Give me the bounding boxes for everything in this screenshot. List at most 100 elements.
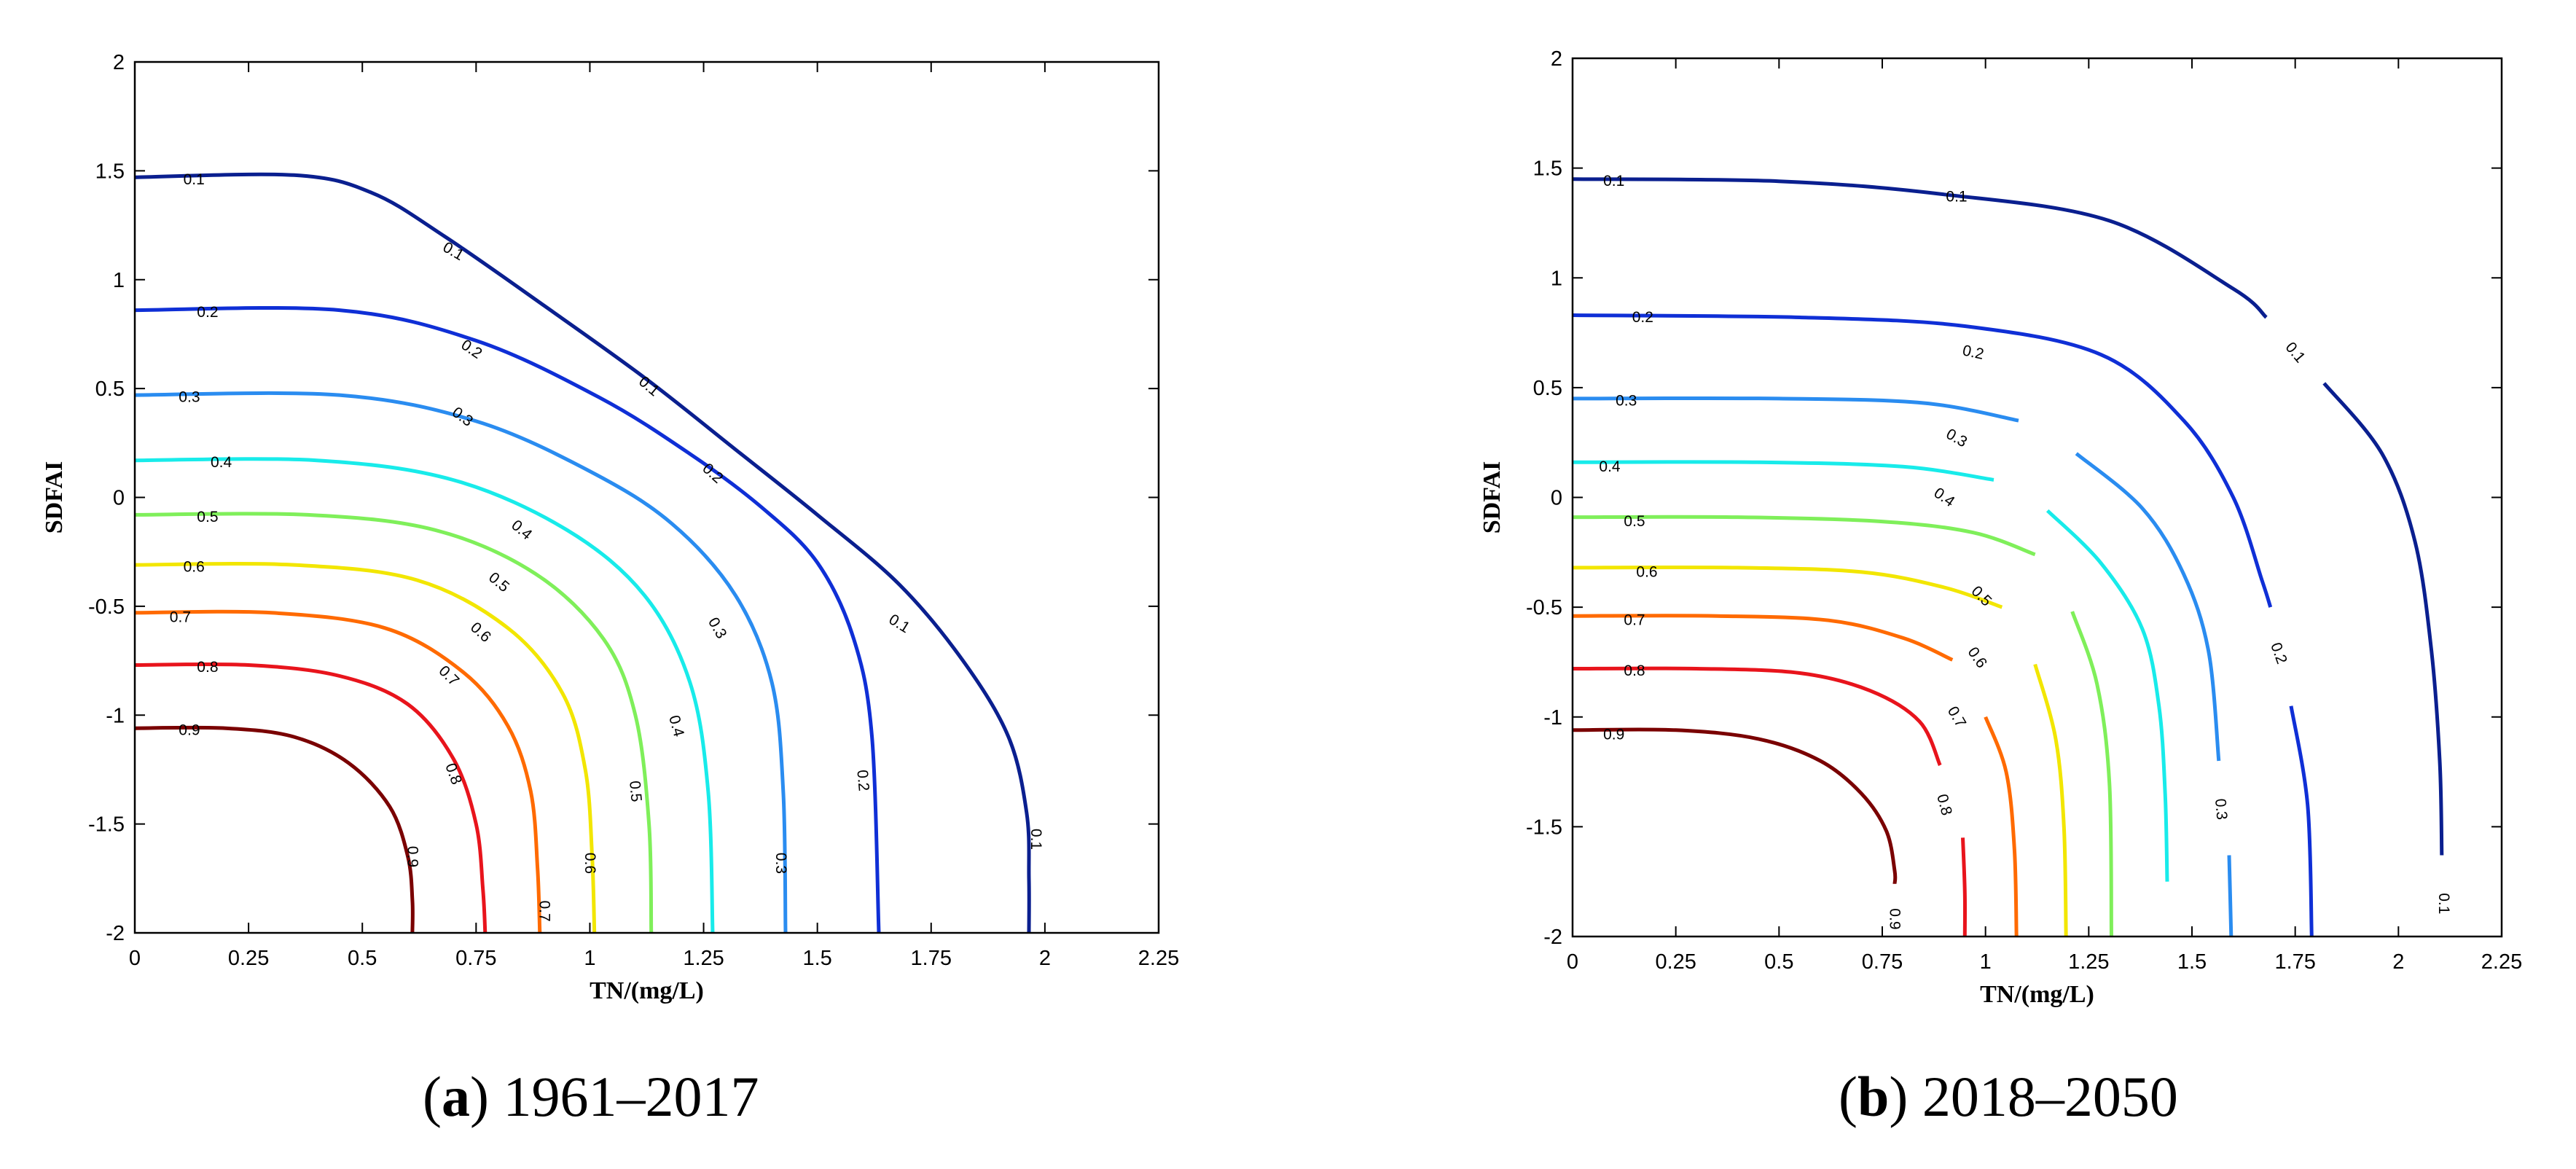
contour-label: 0.1 bbox=[2282, 339, 2309, 366]
x-axis-title: TN/(mg/L) bbox=[590, 977, 704, 1004]
x-axis-title: TN/(mg/L) bbox=[1980, 981, 2094, 1008]
contour-line-0.7 bbox=[134, 609, 542, 934]
plot-frame bbox=[1571, 57, 2503, 938]
contour-label: 0.8 bbox=[442, 761, 465, 786]
x-tick-label: 1.75 bbox=[911, 947, 952, 970]
x-tick-label: 0.75 bbox=[1862, 950, 1903, 974]
x-tick-label: 1.5 bbox=[803, 947, 832, 970]
x-tick-label: 1.75 bbox=[2274, 950, 2315, 974]
y-tick-label: -2 bbox=[1543, 926, 1562, 949]
contour-label: 0.5 bbox=[626, 780, 644, 802]
y-tick-label: -2 bbox=[106, 922, 125, 945]
contour-line-0.5 bbox=[2070, 611, 2113, 937]
y-tick-label: 1 bbox=[1551, 267, 1562, 290]
contour-line-0.4 bbox=[2045, 509, 2169, 882]
x-tick-label: 2.25 bbox=[1138, 947, 1179, 970]
contour-label: 0.5 bbox=[1624, 513, 1645, 530]
contour-line-0.2 bbox=[1572, 313, 2273, 608]
contour-label: 0.4 bbox=[1599, 458, 1621, 475]
contour-line-0.3 bbox=[134, 391, 788, 934]
contour-label: 0.3 bbox=[2212, 798, 2230, 821]
contour-label: 0.8 bbox=[1933, 792, 1955, 817]
contour-label: 0.4 bbox=[665, 713, 687, 738]
x-tick-label: 0 bbox=[129, 947, 141, 970]
contour-line-0.6 bbox=[1572, 565, 2003, 609]
contour-label: 0.1 bbox=[184, 171, 205, 188]
contour-label: 0.2 bbox=[197, 304, 218, 321]
contour-label: 0.5 bbox=[1968, 583, 1995, 610]
contour-label: 0.4 bbox=[1930, 485, 1957, 511]
contour-label: 0.2 bbox=[1632, 309, 1653, 326]
x-tick-label: 2 bbox=[2392, 950, 2404, 974]
y-tick-label: 1 bbox=[113, 269, 125, 292]
x-tick-label: 2 bbox=[1039, 947, 1051, 970]
y-tick-label: 0.5 bbox=[1533, 377, 1562, 400]
contour-line-0.6 bbox=[2033, 663, 2068, 937]
contour-label: 0.3 bbox=[179, 389, 200, 406]
contour-label: 0.1 bbox=[2435, 893, 2452, 914]
y-axis-title: SDFAI bbox=[1479, 461, 1506, 534]
y-tick-label: -0.5 bbox=[1526, 596, 1562, 619]
caption-period-b: 2018–2050 bbox=[1922, 1065, 2178, 1128]
y-tick-label: -1.5 bbox=[1526, 816, 1562, 839]
contour-label: 0.5 bbox=[197, 509, 218, 525]
contour-label: 0.4 bbox=[211, 454, 232, 471]
y-tick-label: 0.5 bbox=[95, 378, 125, 401]
contour-label: 0.9 bbox=[1887, 908, 1903, 929]
contour-line-0.2 bbox=[2289, 705, 2314, 937]
contour-line-0.5 bbox=[134, 512, 654, 934]
contour-label: 0.8 bbox=[197, 659, 218, 676]
y-tick-label: 1.5 bbox=[95, 160, 125, 183]
contour-line-0.6 bbox=[134, 562, 597, 934]
contour-label: 0.3 bbox=[1616, 393, 1637, 410]
x-tick-label: 0.5 bbox=[348, 947, 377, 970]
x-tick-label: 0.75 bbox=[455, 947, 496, 970]
contour-label: 0.4 bbox=[508, 517, 535, 544]
contour-label: 0.9 bbox=[1603, 726, 1624, 743]
contour-label: 0.2 bbox=[458, 337, 485, 362]
contour-label: 0.6 bbox=[1965, 644, 1991, 671]
contour-label: 0.7 bbox=[1944, 703, 1970, 730]
contour-line-0.5 bbox=[1572, 515, 2036, 557]
contour-line-0.1 bbox=[134, 172, 1031, 934]
contour-label: 0.8 bbox=[1624, 662, 1645, 679]
y-tick-label: 0 bbox=[113, 487, 125, 510]
contour-line-0.3 bbox=[2227, 855, 2234, 937]
contour-label: 0.6 bbox=[582, 853, 598, 874]
x-tick-label: 1 bbox=[584, 947, 595, 970]
y-tick-label: -1 bbox=[106, 704, 125, 727]
contour-label: 0.6 bbox=[184, 559, 205, 576]
y-tick-label: -0.5 bbox=[88, 595, 125, 619]
caption-a: (a) 1961–2017 bbox=[423, 1065, 759, 1128]
caption-b: (b) 2018–2050 bbox=[1839, 1065, 2178, 1128]
contour-label: 0.9 bbox=[179, 722, 200, 739]
y-tick-label: -1 bbox=[1543, 706, 1562, 730]
contour-line-0.8 bbox=[1572, 666, 1942, 767]
contour-line-0.2 bbox=[134, 305, 881, 934]
contour-chart-b: 0.1 0.1 0.1 0.1 0.2 0.2 0.2 0.3 0.3 0.3 0.4 0.4 0.5 0… bbox=[1479, 47, 2522, 1008]
contour-label: 0.2 bbox=[853, 769, 872, 791]
contour-line-0.8 bbox=[1961, 837, 1968, 937]
contour-line-0.4 bbox=[134, 457, 715, 934]
y-tick-label: 2 bbox=[1551, 47, 1562, 71]
x-tick-label: 1.25 bbox=[683, 947, 724, 970]
contour-line-0.4 bbox=[1572, 460, 1994, 482]
contour-label: 0.7 bbox=[1624, 612, 1645, 629]
y-tick-label: 1.5 bbox=[1533, 157, 1562, 181]
y-axis-title: SDFAI bbox=[41, 461, 68, 534]
contour-line-0.7 bbox=[1572, 614, 1954, 662]
contour-line-0.1 bbox=[2322, 382, 2444, 856]
panel-b: 0.1 0.1 0.1 0.1 0.2 0.2 0.2 0.3 0.3 0.3 0.4 0.4 0.5 0… bbox=[1288, 0, 2576, 1169]
x-tick-label: 0.25 bbox=[1655, 950, 1696, 974]
contour-label: 0.3 bbox=[1943, 426, 1970, 451]
contour-label: 0.1 bbox=[1027, 829, 1044, 850]
y-tick-label: 2 bbox=[113, 51, 125, 74]
contour-label: 0.1 bbox=[886, 611, 913, 636]
contour-label: 0.1 bbox=[1603, 173, 1624, 189]
contour-chart-a: 0.10.10.10.10.10.20.20.20.20.30.30.30.30… bbox=[41, 51, 1179, 1004]
y-tick-label: 0 bbox=[1551, 487, 1562, 510]
contour-line-0.9 bbox=[134, 725, 415, 934]
contour-line-0.3 bbox=[2075, 452, 2221, 762]
x-tick-label: 1 bbox=[1980, 950, 1992, 974]
x-tick-label: 0.5 bbox=[1764, 950, 1793, 974]
